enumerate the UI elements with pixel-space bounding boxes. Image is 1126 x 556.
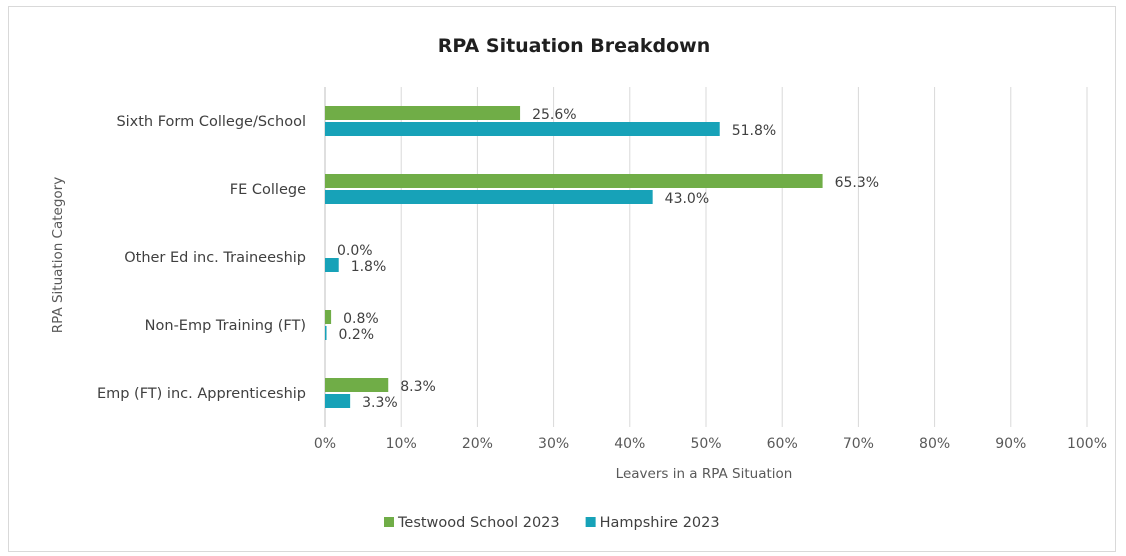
bars xyxy=(325,106,823,408)
bar xyxy=(325,190,653,204)
bar xyxy=(325,310,332,324)
data-label: 8.3% xyxy=(400,379,436,395)
x-tick-label: 70% xyxy=(843,436,874,452)
data-label: 1.8% xyxy=(351,259,387,275)
legend-entry: Hampshire 2023 xyxy=(600,515,720,531)
data-label: 0.2% xyxy=(339,327,375,343)
x-tick-label: 30% xyxy=(538,436,569,452)
x-tick-label: 0% xyxy=(314,436,336,452)
data-label: 3.3% xyxy=(362,395,398,411)
category-label: Other Ed inc. Traineeship xyxy=(124,250,306,266)
x-tick-label: 90% xyxy=(995,436,1026,452)
x-axis-title: Leavers in a RPA Situation xyxy=(616,466,793,482)
legend-swatch xyxy=(585,517,596,527)
data-label: 65.3% xyxy=(835,175,879,191)
legend-swatch xyxy=(384,517,394,527)
x-tick-label: 50% xyxy=(690,436,721,452)
data-label: 51.8% xyxy=(732,123,776,139)
data-labels: 25.6% 51.8% 65.3% 43.0% 0.0%1.8% 0.8%0.2% 8.3%… xyxy=(337,107,879,411)
data-label: 43.0% xyxy=(665,191,709,207)
legend: Testwood School 2023 Hampshire 2023 xyxy=(384,515,720,531)
bar xyxy=(325,378,389,392)
bar xyxy=(325,106,521,120)
bar-chart: RPA Situation Breakdown 25.6% 51.8% 65.3% 4… xyxy=(50,35,1107,531)
category-label: Non-Emp Training (FT) xyxy=(145,318,306,334)
bar xyxy=(325,326,327,340)
x-tick-label: 100% xyxy=(1067,436,1107,452)
bar xyxy=(325,174,823,188)
data-label: 25.6% xyxy=(532,107,576,123)
category-label: FE College xyxy=(230,182,306,198)
x-tick-label: 60% xyxy=(767,436,798,452)
x-tick-label: 20% xyxy=(462,436,493,452)
x-tick-label: 80% xyxy=(919,436,950,452)
x-tick-labels: 0% 10% 20% 30% 40% 50% 60% 70% 80% 90% 100% xyxy=(314,436,1107,452)
x-tick-label: 10% xyxy=(386,436,417,452)
bar xyxy=(325,394,351,408)
data-label: 0.8% xyxy=(343,311,379,327)
category-label: Emp (FT) inc. Apprenticeship xyxy=(97,386,306,402)
category-labels: Sixth Form College/School FE College Other… xyxy=(97,114,306,402)
bar xyxy=(325,122,720,136)
x-tick-label: 40% xyxy=(614,436,645,452)
chart-title: RPA Situation Breakdown xyxy=(438,35,710,57)
bar xyxy=(325,258,339,272)
data-label: 0.0% xyxy=(337,243,373,259)
category-label: Sixth Form College/School xyxy=(116,114,306,130)
gridlines xyxy=(324,87,1088,427)
legend-entry: Testwood School 2023 xyxy=(397,515,560,531)
chart-frame: RPA Situation Breakdown 25.6% 51.8% 65.3% 4… xyxy=(8,6,1116,552)
y-axis-title: RPA Situation Category xyxy=(50,177,66,333)
